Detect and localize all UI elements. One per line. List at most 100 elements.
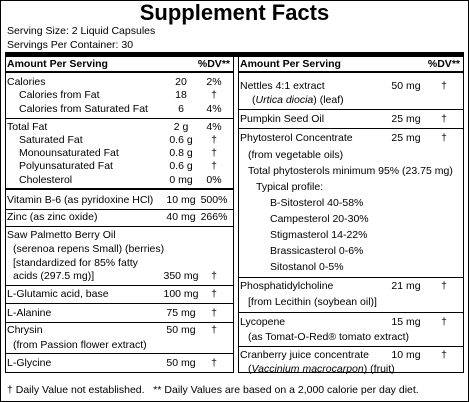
column-header-amount: Amount Per Serving <box>7 58 108 70</box>
amount: 350 mg <box>163 270 199 282</box>
row-rule <box>6 303 233 304</box>
ingredient-detail: Monounsaturated Fat <box>19 147 119 159</box>
ingredient-detail: (as Tomat-O-Red® tomato extract) <box>248 331 410 343</box>
ingredient-detail: Saturated Fat <box>19 134 83 146</box>
row-rule <box>239 346 463 347</box>
row-rule <box>6 285 233 286</box>
ingredient-name: Saw Palmetto Berry Oil <box>7 229 116 241</box>
daily-value: † <box>211 307 217 319</box>
amount: 0.8 g <box>169 147 193 159</box>
daily-value: † <box>211 160 217 172</box>
daily-value: † <box>211 89 217 101</box>
ingredient-name: L-Glycine <box>7 357 52 369</box>
header-rule <box>239 71 463 73</box>
amount: 10 mg <box>166 194 196 206</box>
daily-value: † <box>211 357 217 369</box>
right-column <box>238 56 464 373</box>
amount: 75 mg <box>166 307 196 319</box>
ingredient-name: Zinc (as zinc oxide) <box>7 211 98 223</box>
amount: 20 <box>175 76 187 88</box>
ingredient-detail: acids (297.5 mg)] <box>13 270 95 282</box>
footnote: † Daily Value not established. ** Daily … <box>7 384 419 396</box>
amount: 18 <box>175 89 187 101</box>
daily-value: † <box>211 288 217 300</box>
row-rule <box>6 226 233 227</box>
row-rule <box>6 322 233 323</box>
ingredient-detail: Stigmasterol 14-22% <box>270 229 368 241</box>
ingredient-detail: (Vaccinium macrocarpon) (fruit) <box>248 362 395 376</box>
row-rule <box>6 209 233 210</box>
daily-value: † <box>441 80 447 92</box>
daily-value: 4% <box>206 103 222 115</box>
serving-size: Serving Size: 2 Liquid Capsules <box>7 25 156 37</box>
text-part: Urtica diocia <box>255 94 314 106</box>
ingredient-detail: B-Sitosterol 40-58% <box>270 197 364 209</box>
ingredient-detail: Typical profile: <box>256 181 324 193</box>
ingredient-detail: Calories from Fat <box>19 89 100 101</box>
daily-value: † <box>441 280 447 292</box>
row-rule <box>6 353 233 354</box>
amount: 50 mg <box>391 80 421 92</box>
ingredient-name: Pumpkin Seed Oil <box>240 113 325 125</box>
ingredient-name: Vitamin B-6 (as pyridoxine HCl) <box>7 194 154 206</box>
left-column <box>5 56 234 373</box>
ingredient-detail: Campesterol 20-30% <box>270 213 369 225</box>
daily-value: † <box>441 316 447 328</box>
row-rule <box>239 109 463 110</box>
daily-value: † <box>211 324 217 336</box>
daily-value: † <box>441 113 447 125</box>
ingredient-detail: (serenoa repens Small) (berries) <box>13 243 165 255</box>
ingredient-name: Chrysin <box>7 324 43 336</box>
daily-value: 2% <box>206 76 222 88</box>
row-rule <box>239 128 463 129</box>
amount: 21 mg <box>391 280 421 292</box>
row-rule <box>6 188 233 190</box>
ingredient-name: L-Alanine <box>7 307 52 319</box>
amount: 50 mg <box>166 324 196 336</box>
amount: 2 g <box>173 121 189 133</box>
text-part: Vaccinium macrocarpon <box>251 363 364 375</box>
ingredient-name: Phosphatidylcholine <box>240 280 334 292</box>
ingredient-detail: Calories from Saturated Fat <box>19 103 148 115</box>
ingredient-name: Phytosterol Concentrate <box>240 132 353 144</box>
daily-value: † <box>441 349 447 361</box>
amount: 25 mg <box>391 113 421 125</box>
ingredient-detail: (from Passion flower extract) <box>13 339 147 351</box>
label-title: Supplement Facts <box>139 0 330 25</box>
text-part: ( <box>252 94 256 106</box>
ingredient-name: Total Fat <box>7 121 48 133</box>
ingredient-detail: Total phytosterols minimum 95% (23.75 mg… <box>248 165 453 177</box>
daily-value: 4% <box>206 121 222 133</box>
column-header-amount: Amount Per Serving <box>240 58 341 70</box>
row-rule <box>6 118 233 119</box>
ingredient-name: Nettles 4:1 extract <box>240 80 325 92</box>
daily-value: 266% <box>200 211 228 223</box>
daily-value: † <box>211 147 217 159</box>
amount: 0 mg <box>169 174 193 186</box>
ingredient-detail: Brassicasterol 0-6% <box>270 245 364 257</box>
ingredient-detail: Polyunsaturated Fat <box>19 160 113 172</box>
thick-rule <box>5 52 464 57</box>
amount: 6 <box>178 103 184 115</box>
ingredient-name: L-Glutamic acid, base <box>7 288 109 300</box>
text-part: ) (fruit) <box>363 363 395 375</box>
column-header-dv: %DV** <box>197 58 230 70</box>
daily-value: † <box>441 132 447 144</box>
amount: 15 mg <box>391 316 421 328</box>
ingredient-detail: (from vegetable oils) <box>248 149 344 161</box>
amount: 0.6 g <box>169 160 193 172</box>
daily-value: † <box>211 134 217 146</box>
amount: 40 mg <box>166 211 196 223</box>
ingredient-detail: (Urtica diocia) (leaf) <box>252 93 344 107</box>
daily-value: 0% <box>206 174 222 186</box>
row-rule <box>239 312 463 313</box>
servings-per-container: Servings Per Container: 30 <box>7 39 134 51</box>
header-rule <box>6 71 233 73</box>
ingredient-detail: Sitostanol 0-5% <box>270 261 344 273</box>
ingredient-detail: [from Lecithin (soybean oil)] <box>248 296 377 308</box>
column-header-dv: %DV** <box>427 58 460 70</box>
amount: 50 mg <box>166 357 196 369</box>
amount: 10 mg <box>391 349 421 361</box>
daily-value: † <box>211 270 217 282</box>
